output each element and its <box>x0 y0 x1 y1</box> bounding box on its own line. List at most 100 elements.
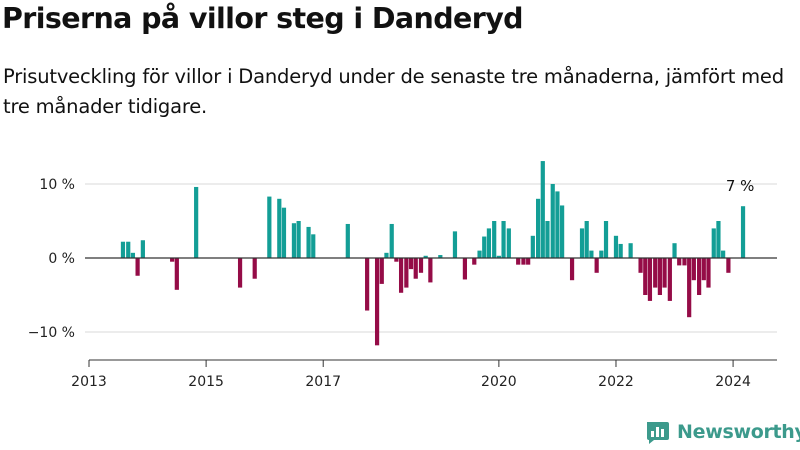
bar <box>384 252 389 258</box>
bar <box>462 258 468 280</box>
bar <box>638 258 643 273</box>
gridlines <box>85 183 777 333</box>
bar-chart-speech-bubble-icon <box>647 422 669 444</box>
bar <box>740 206 746 258</box>
bar <box>237 258 243 288</box>
bar <box>682 258 687 266</box>
bar <box>120 241 126 258</box>
bar <box>506 228 511 258</box>
bar <box>140 240 145 258</box>
x-tick-label: 2020 <box>481 374 517 390</box>
bar <box>701 258 706 281</box>
bar <box>135 258 140 276</box>
bar <box>404 258 409 288</box>
y-tick-label: −10 % <box>28 325 75 341</box>
bar <box>281 207 287 258</box>
bar <box>550 184 555 258</box>
bar <box>521 258 526 265</box>
bar <box>252 258 257 279</box>
bar <box>613 235 619 258</box>
chart-title: Priserna på villor steg i Danderyd <box>2 2 524 35</box>
bar <box>603 221 609 258</box>
bar <box>365 258 370 311</box>
bar <box>486 228 492 258</box>
bar <box>667 258 672 301</box>
bar <box>697 258 702 295</box>
bar <box>555 191 560 258</box>
y-tick-label: 0 % <box>48 251 75 267</box>
bar <box>267 196 272 258</box>
bar <box>545 221 550 258</box>
bar <box>423 255 428 258</box>
bar <box>170 258 175 262</box>
bar <box>540 161 545 258</box>
bar <box>482 236 487 258</box>
logo-text: Newsworthy <box>677 421 800 443</box>
bar <box>526 258 531 265</box>
x-tick-label: 2022 <box>598 374 634 390</box>
newsworthy-logo: Newsworthy <box>645 420 800 444</box>
bar <box>716 221 721 258</box>
x-axis <box>85 257 777 367</box>
bar <box>126 241 131 258</box>
bar <box>579 228 585 258</box>
bar <box>277 198 282 258</box>
x-tick-label: 2015 <box>188 374 224 390</box>
bar <box>428 258 433 283</box>
bar <box>677 258 682 266</box>
x-tick-label: 2024 <box>715 374 751 390</box>
bar <box>726 258 731 273</box>
bar <box>472 258 477 265</box>
bar <box>394 258 399 262</box>
bar <box>672 243 677 258</box>
bar <box>438 255 443 258</box>
bar <box>418 258 424 273</box>
bar <box>306 226 311 258</box>
bar <box>691 258 696 281</box>
bar <box>662 258 667 288</box>
bar <box>584 221 589 258</box>
bar <box>643 258 648 295</box>
y-tick-label: 10 % <box>39 177 75 193</box>
bar <box>130 252 136 258</box>
bar <box>379 258 384 284</box>
bar <box>711 228 716 258</box>
bar <box>492 221 497 258</box>
bar <box>647 258 653 301</box>
bar <box>530 235 535 258</box>
bar <box>516 258 521 265</box>
bar <box>389 223 394 258</box>
bar <box>628 243 633 258</box>
labels: 10 % 0 % −10 % 2013 2015 2017 2020 2022 2024 7 % <box>28 177 755 390</box>
chart-subtitle: Prisutveckling för villor i Danderyd und… <box>3 65 784 118</box>
bar <box>311 234 316 258</box>
bar <box>374 258 380 346</box>
bar <box>653 258 658 288</box>
bar <box>589 250 594 258</box>
bar <box>560 205 565 258</box>
value-annotation: 7 % <box>726 177 755 195</box>
bars <box>120 161 746 346</box>
bar <box>687 258 692 318</box>
bar <box>657 258 662 295</box>
x-tick-label: 2013 <box>71 374 107 390</box>
bar <box>452 231 458 258</box>
bar <box>618 243 623 258</box>
bar <box>536 198 541 258</box>
bar <box>291 223 297 258</box>
x-tick-label: 2017 <box>305 374 341 390</box>
bar <box>496 255 501 258</box>
bar <box>345 223 350 258</box>
bar <box>721 250 726 258</box>
bar <box>706 258 711 288</box>
bar <box>408 258 414 270</box>
bar <box>599 250 604 258</box>
bar <box>569 258 575 281</box>
bar <box>194 186 199 258</box>
bar <box>174 258 179 290</box>
bar <box>296 221 301 258</box>
bar <box>413 258 418 279</box>
bar <box>477 250 482 258</box>
bar <box>594 258 599 273</box>
